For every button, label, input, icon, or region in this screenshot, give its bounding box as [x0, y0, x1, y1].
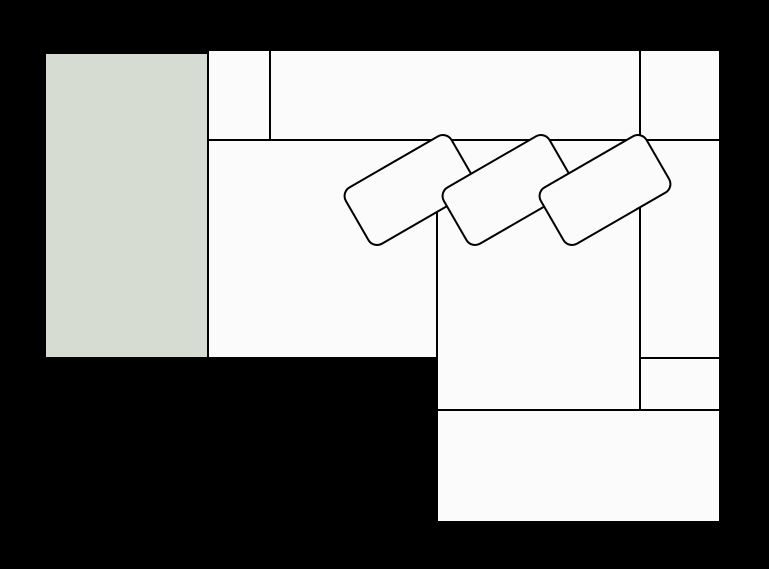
chaise-extension	[437, 410, 720, 522]
top-seat	[270, 50, 640, 140]
furniture-diagram	[0, 0, 769, 569]
corner-piece	[640, 50, 720, 140]
right-armrest	[640, 358, 720, 410]
top-armrest	[208, 50, 270, 140]
